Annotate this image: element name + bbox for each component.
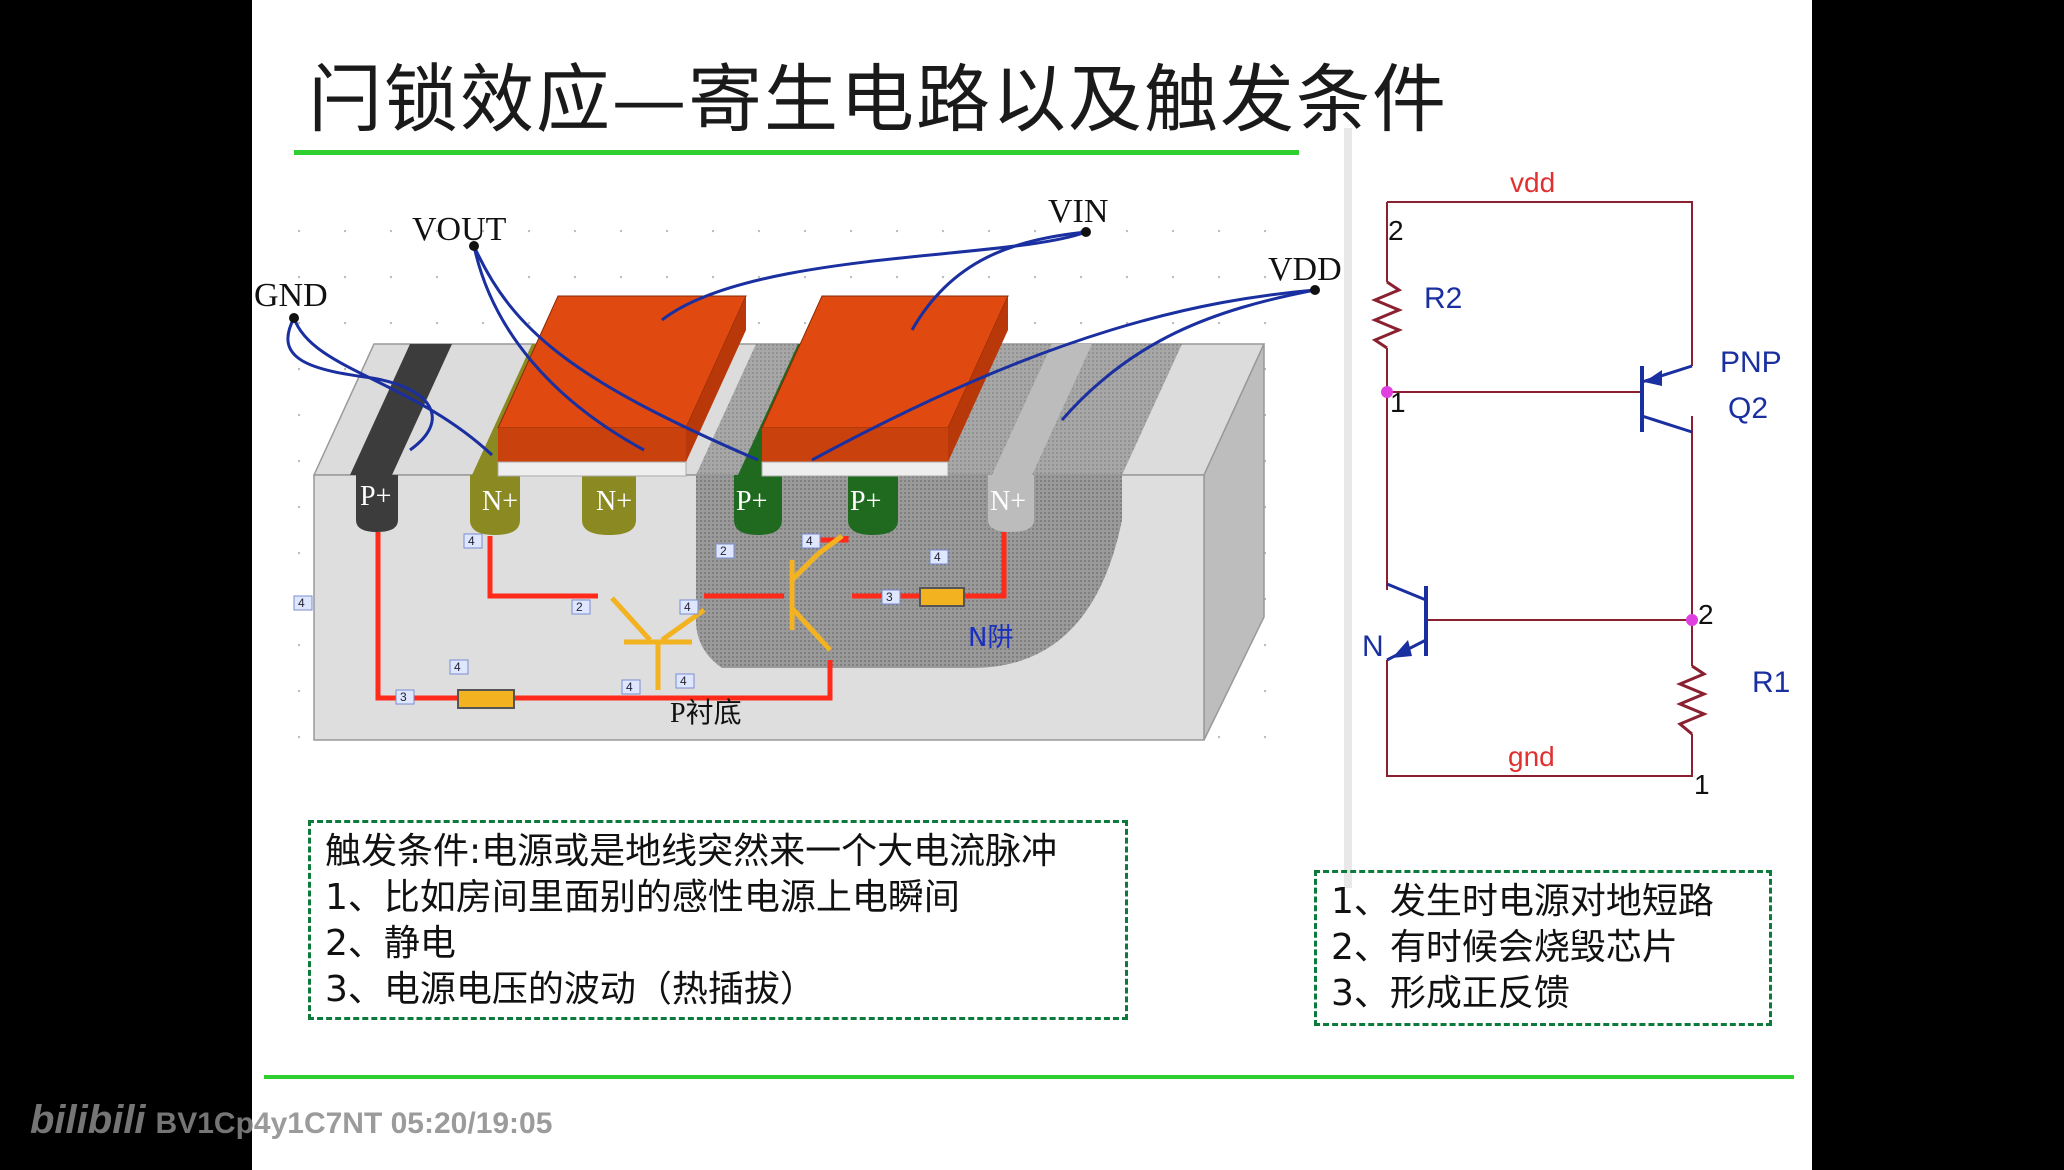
- trigger-line-1: 1、比如房间里面别的感性电源上电瞬间: [325, 877, 960, 918]
- resistor-nwell: [919, 587, 965, 607]
- effect-line-2: 3、形成正反馈: [1331, 973, 1570, 1014]
- title-underline: [294, 150, 1299, 155]
- net-vdd: vdd: [1510, 167, 1555, 198]
- label-p-plus-3: P+: [850, 486, 881, 517]
- poly-gate-nmos: [497, 295, 747, 477]
- tag-t7: 4: [806, 534, 813, 548]
- tag-t6: 2: [720, 544, 727, 558]
- tag-t2: 4: [298, 596, 305, 610]
- circuit-wires: [1386, 201, 1693, 777]
- wire-nplus-emitter: [487, 536, 598, 599]
- parasitic-wires: [375, 532, 1007, 701]
- tag-t8: 4: [934, 550, 941, 564]
- label-n-plus-1: N+: [482, 486, 518, 517]
- bottom-divider: [264, 1075, 1794, 1079]
- wire-vin-1: [661, 230, 1087, 322]
- label-pnp: PNP: [1720, 346, 1782, 379]
- pin-2-right: 2: [1698, 599, 1714, 630]
- label-n: N: [1362, 630, 1384, 663]
- diagram-canvas: P+ N+ N+ P+ P+ N+ GND VOUT VI: [254, 128, 1790, 888]
- n-plus-region-3: [988, 475, 1034, 532]
- label-n-plus-2: N+: [596, 486, 632, 517]
- nwell-label: N阱: [968, 623, 1013, 653]
- trigger-conditions-box: 触发条件:电源或是地线突然来一个大电流脉冲 1、比如房间里面别的感性电源上电瞬间…: [308, 820, 1128, 1020]
- pin-1-left: 1: [1390, 387, 1406, 418]
- wire-gnd-2: [292, 317, 494, 457]
- tag-t3: 4: [454, 660, 461, 674]
- pin-vdd: VDD: [1268, 251, 1342, 288]
- cmos-cross-section: P+ N+ N+ P+ P+ N+ GND VOUT VI: [254, 193, 1342, 741]
- label-p-plus-2: P+: [736, 486, 767, 517]
- wire-vin-2: [910, 230, 1087, 331]
- wire-vdd-2: [1060, 288, 1316, 421]
- n-plus-region-2: [582, 475, 636, 535]
- effect-line-0: 1、发生时电源对地短路: [1331, 881, 1714, 922]
- trigger-line-2: 2、静电: [325, 923, 456, 964]
- tag-t10: 3: [886, 590, 893, 604]
- wire-pplus-emitter: [812, 536, 849, 543]
- label-n-plus-3: N+: [990, 486, 1026, 517]
- wire-to-nplus: [964, 532, 1007, 599]
- tag-t1: 4: [468, 534, 475, 548]
- wire-substrate-left: [375, 532, 458, 701]
- node-2: [1686, 614, 1698, 626]
- trigger-line-0: 触发条件:电源或是地线突然来一个大电流脉冲: [325, 831, 1058, 872]
- video-watermark: bilibili BV1Cp4y1C7NT 05:20/19:05: [30, 1098, 552, 1143]
- p-plus-region-1: [356, 475, 398, 532]
- vout-pin-dot: [469, 241, 479, 251]
- wire-vout-1: [472, 245, 645, 452]
- circuit-divider: [1344, 128, 1352, 888]
- pin-gnd: GND: [254, 277, 328, 314]
- effect-line-1: 2、有时候会烧毁芯片: [1331, 927, 1678, 968]
- vin-pin-dot: [1081, 227, 1091, 237]
- gnd-pin-dot: [289, 313, 299, 323]
- npn-transistor: [1386, 582, 1428, 662]
- resistor-substrate: [457, 689, 515, 709]
- n-plus-region-1: [470, 475, 520, 535]
- label-p-plus-1: P+: [360, 481, 391, 512]
- tag-t5: 4: [684, 600, 691, 614]
- pin-2-top: 2: [1388, 215, 1404, 246]
- node-1: [1381, 386, 1393, 398]
- pin-wires: [286, 230, 1316, 462]
- pnp-transistor: [1640, 364, 1693, 434]
- vdd-pin-dot: [1310, 285, 1320, 295]
- r2-resistor: [1371, 280, 1403, 350]
- tag-t4: 2: [576, 600, 583, 614]
- n-plus-stripe-3: [992, 344, 1092, 475]
- p-plus-region-2: [734, 475, 782, 535]
- slide-title: 闩锁效应—寄生电路以及触发条件: [308, 57, 1448, 143]
- r1-resistor: [1676, 664, 1708, 736]
- pin-1-bottom: 1: [1694, 769, 1710, 800]
- p-plus-stripe-1: [350, 344, 452, 475]
- label-q2: Q2: [1728, 392, 1768, 425]
- equivalent-circuit: vdd gnd R2 R1 PNP Q2 N 2 1 2 1: [1344, 128, 1790, 888]
- label-r1: R1: [1752, 666, 1790, 699]
- pin-vin: VIN: [1048, 193, 1108, 230]
- node-tags: 4 4 4 2 4 2 4 4 3 3 4: [293, 533, 949, 705]
- video-id-timestamp: BV1Cp4y1C7NT 05:20/19:05: [155, 1107, 553, 1140]
- net-gnd: gnd: [1508, 741, 1555, 772]
- bilibili-logo: bilibili: [30, 1098, 146, 1142]
- trigger-line-3: 3、电源电压的波动（热插拔）: [325, 969, 816, 1010]
- effects-box: 1、发生时电源对地短路 2、有时候会烧毁芯片 3、形成正反馈: [1314, 870, 1772, 1026]
- parasitic-pnp: [789, 534, 844, 652]
- wire-substrate-right: [514, 660, 833, 701]
- tag-t9: 3: [400, 690, 407, 704]
- pin-vout: VOUT: [412, 211, 507, 248]
- wire-vout-2: [472, 245, 759, 462]
- tag-t12: 4: [680, 674, 687, 688]
- p-plus-region-3: [848, 475, 898, 535]
- parasitic-npn: [610, 596, 706, 690]
- tag-t11: 4: [626, 680, 633, 694]
- wire-vdd-1: [811, 288, 1316, 462]
- substrate-label: P衬底: [670, 697, 742, 729]
- label-r2: R2: [1424, 282, 1462, 315]
- slide: 闩锁效应—寄生电路以及触发条件: [252, 0, 1812, 1170]
